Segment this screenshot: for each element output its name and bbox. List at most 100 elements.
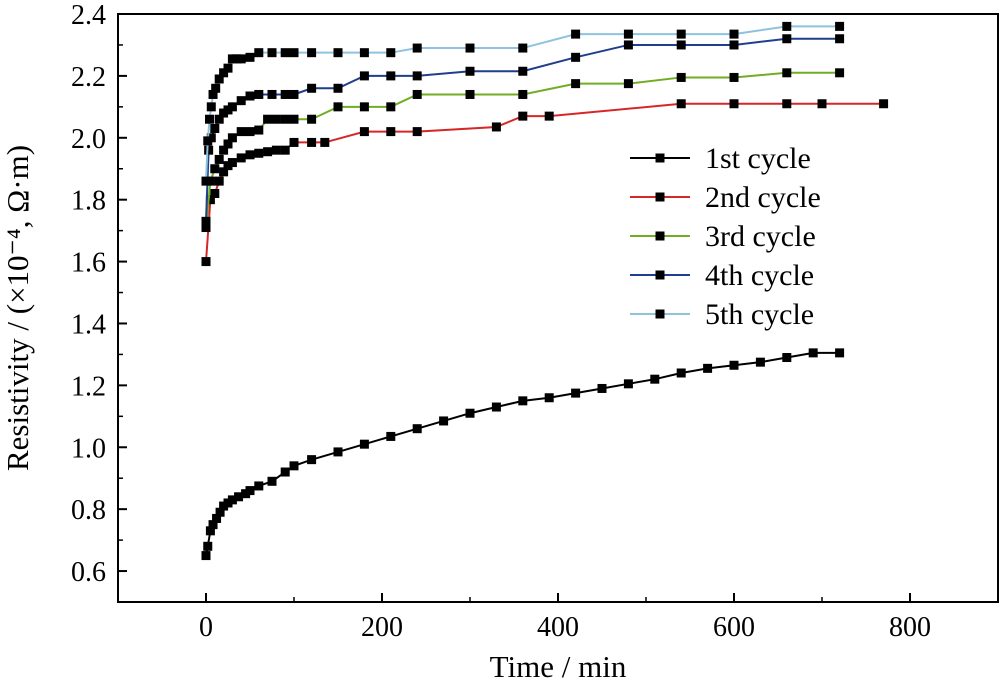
data-point (307, 48, 317, 58)
data-point (254, 125, 264, 135)
plot-frame (117, 13, 999, 603)
legend-label: 4th cycle (705, 259, 814, 292)
data-point (782, 68, 792, 78)
data-point (280, 89, 290, 99)
data-point (491, 122, 501, 132)
data-point (782, 353, 792, 363)
data-point (544, 393, 554, 403)
x-tick-label: 400 (537, 612, 579, 643)
data-point (676, 40, 686, 50)
x-tick-label: 200 (361, 612, 403, 643)
data-point (234, 492, 244, 502)
data-point (320, 137, 330, 147)
data-point (729, 360, 739, 370)
data-point (729, 72, 739, 82)
data-point (879, 99, 889, 109)
data-point (203, 136, 213, 146)
data-point (623, 29, 633, 39)
axis-tick-labels: 0 200 400 600 800 0.6 0.8 1.0 1.2 1.4 1.6 1.8 2.0 2.2… (71, 0, 931, 643)
data-point (267, 48, 277, 58)
data-point (236, 54, 246, 64)
y-tick-label: 0.8 (71, 495, 106, 526)
data-point (623, 379, 633, 389)
data-point (271, 114, 281, 124)
data-point (571, 79, 581, 89)
data-point (518, 89, 528, 99)
data-point (359, 71, 369, 81)
data-point (214, 74, 224, 84)
data-point (280, 48, 290, 58)
data-point (254, 481, 264, 491)
data-point (755, 357, 765, 367)
data-point (835, 34, 845, 44)
legend-item: 4th cycle (630, 259, 814, 292)
data-point (465, 43, 475, 53)
data-point (254, 148, 264, 158)
data-point (205, 114, 215, 124)
data-point (676, 99, 686, 109)
data-point (227, 495, 237, 505)
data-point (817, 99, 827, 109)
data-point (333, 102, 343, 112)
data-point (412, 89, 422, 99)
data-point (271, 145, 281, 155)
legend-item: 5th cycle (630, 298, 814, 331)
data-point (676, 72, 686, 82)
data-point (782, 34, 792, 44)
data-point (359, 127, 369, 137)
data-point (263, 147, 273, 157)
legend-marker (655, 231, 665, 241)
data-point (808, 348, 818, 358)
data-point (333, 83, 343, 93)
data-point (289, 461, 299, 471)
data-point (289, 48, 299, 58)
data-point (835, 348, 845, 358)
data-point (782, 99, 792, 109)
data-point (208, 520, 218, 530)
data-point (333, 48, 343, 58)
data-point (219, 68, 229, 78)
data-point (219, 145, 229, 155)
data-point (518, 66, 528, 76)
data-point (412, 43, 422, 53)
legend-marker (655, 270, 665, 280)
data-point (289, 137, 299, 147)
x-tick-label: 800 (889, 612, 931, 643)
data-point (280, 114, 290, 124)
data-point (205, 195, 215, 205)
series-1 (201, 348, 845, 561)
x-tick-label: 0 (199, 612, 213, 643)
data-point (289, 114, 299, 124)
y-tick-label: 1.4 (71, 309, 106, 340)
data-point (280, 145, 290, 155)
series-2 (201, 99, 889, 267)
data-point (835, 21, 845, 31)
data-point (359, 102, 369, 112)
data-point (623, 40, 633, 50)
data-point (245, 150, 255, 160)
data-point (210, 188, 220, 198)
data-point (386, 71, 396, 81)
data-point (236, 127, 246, 137)
series-line (205, 351, 840, 556)
data-point (227, 133, 237, 143)
legend-label: 1st cycle (705, 142, 811, 175)
data-point (571, 52, 581, 62)
data-point (782, 21, 792, 31)
legend-item: 2nd cycle (630, 181, 821, 214)
data-point (245, 52, 255, 62)
data-point (236, 96, 246, 106)
data-point (267, 476, 277, 486)
x-axis-title: Time / min (490, 649, 627, 684)
data-point (201, 257, 211, 267)
data-point (386, 127, 396, 137)
data-point (280, 467, 290, 477)
y-tick-label: 1.8 (71, 186, 106, 217)
legend: 1st cycle 2nd cycle 3rd cycle 4th cycle 5th … (630, 142, 821, 331)
data-point (465, 408, 475, 418)
data-point (386, 102, 396, 112)
data-point (263, 114, 273, 124)
data-point (623, 79, 633, 89)
data-point (245, 127, 255, 137)
